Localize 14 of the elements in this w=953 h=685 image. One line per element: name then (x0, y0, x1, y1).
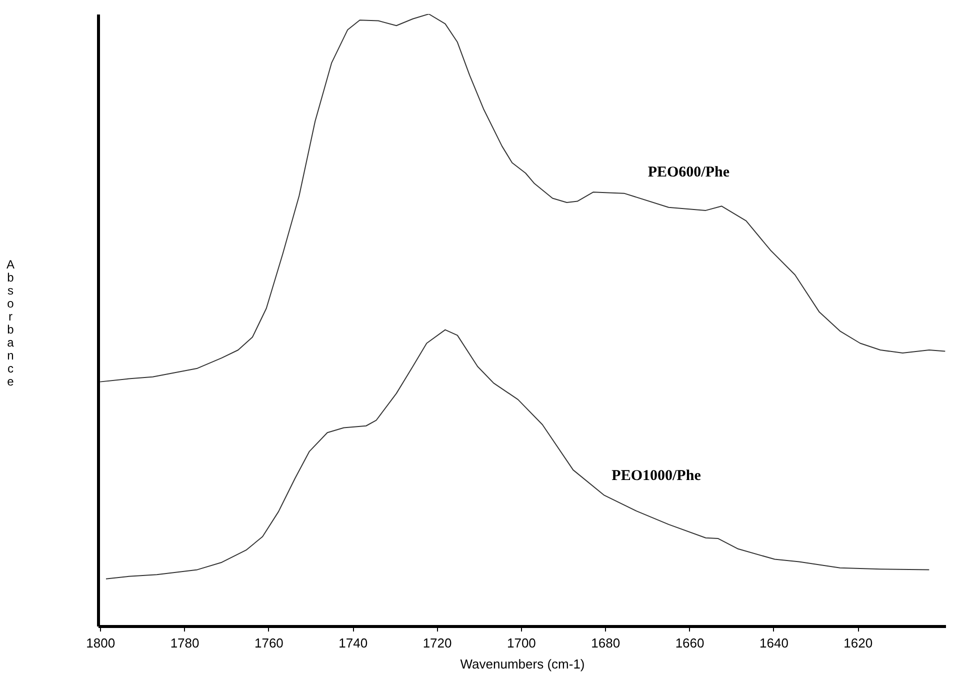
x-tick-label: 1720 (422, 636, 452, 650)
x-tick-label: 1700 (506, 636, 536, 650)
x-tick-label: 1800 (86, 636, 116, 650)
text: Absorbance (6, 258, 15, 388)
series-label: PEO600/Phe (648, 164, 730, 180)
x-tick-label: 1660 (675, 636, 704, 650)
x-axis-title: Wavenumbers (cm-1) (460, 656, 585, 672)
x-tick-label: 1780 (170, 636, 200, 650)
x-tick-label: 1680 (591, 636, 620, 650)
x-tick-label: 1640 (759, 636, 788, 650)
x-tick-label: 1760 (254, 636, 284, 650)
x-tick-label: 1740 (338, 636, 368, 650)
x-tick-label: 1620 (844, 636, 873, 650)
series-label: PEO1000/Phe (612, 468, 702, 484)
